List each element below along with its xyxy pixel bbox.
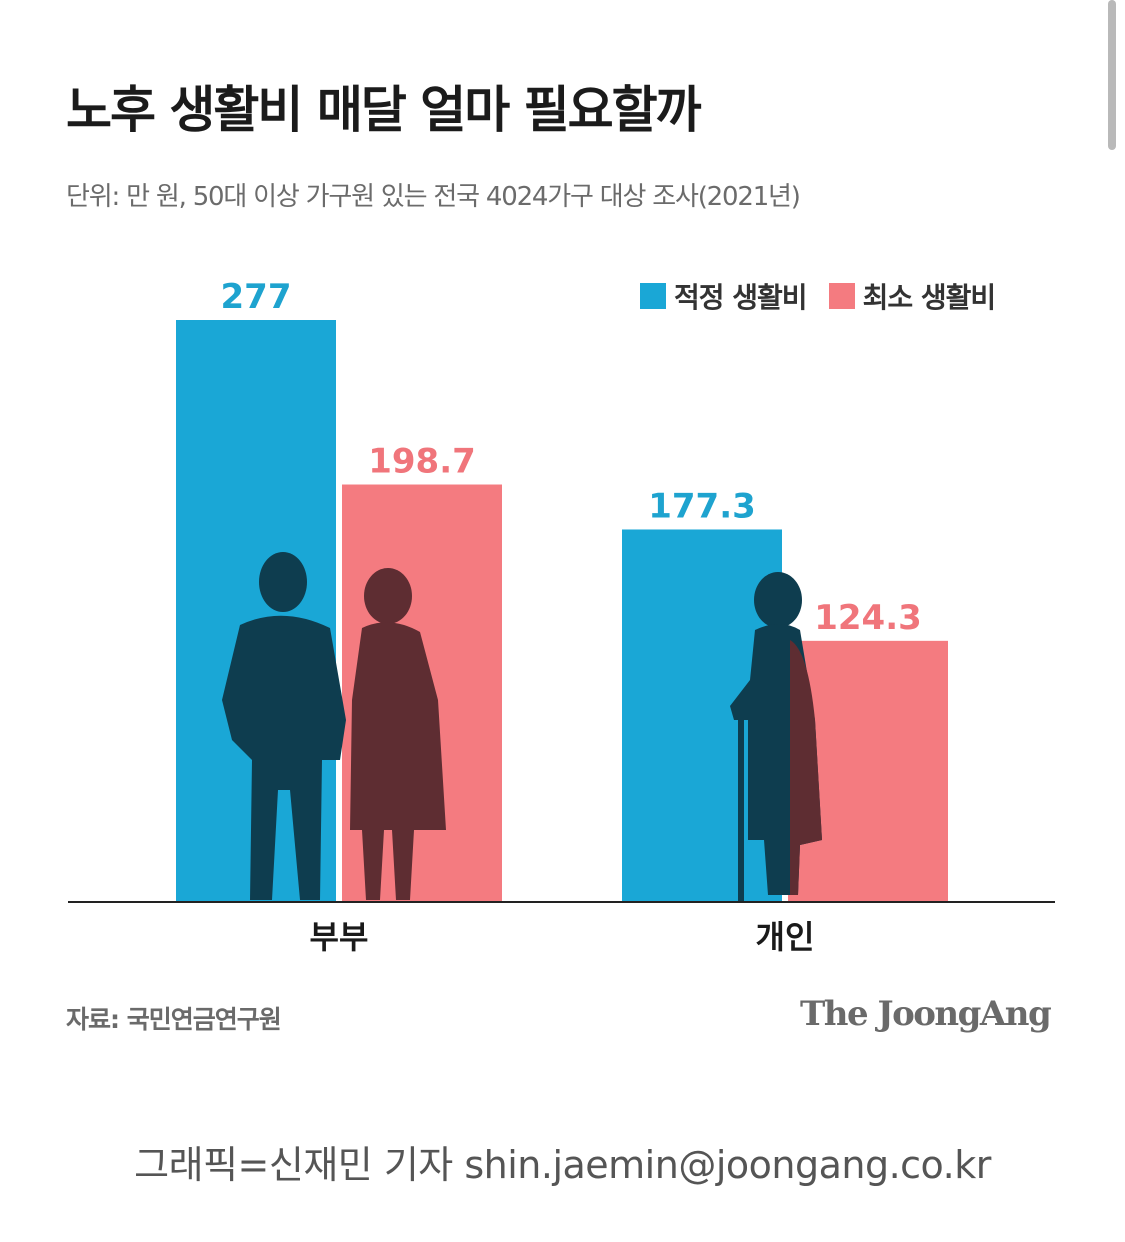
graphic-credit: 그래픽=신재민 기자 shin.jaemin@joongang.co.kr [134,1143,991,1187]
scrollbar[interactable] [1108,0,1116,150]
brand-logo-text: The JoongAng [800,994,1052,1034]
legend-label-series-2: 최소 생활비 [862,281,997,314]
chart-title: 노후 생활비 매달 얼마 필요할까 [66,81,702,139]
category-label-2: 개인 [756,918,815,956]
legend: 적정 생활비 최소 생활비 [640,276,997,316]
elderly-person-with-cane-silhouette-icon [730,572,822,901]
value-label-2-1: 198.7 [368,442,476,482]
value-label-1-1: 277 [221,277,292,317]
elderly-man-silhouette-icon [222,552,346,900]
bar-chart: 277 177.3 198.7 124.3 부부 개인 [68,277,1055,956]
source-note: 자료: 국민연금연구원 [66,1005,282,1034]
legend-label-series-1: 적정 생활비 [674,281,808,314]
legend-swatch-series-1 [640,283,666,309]
legend-item-series-2: 최소 생활비 [828,276,997,316]
legend-swatch-series-2 [828,283,855,309]
chart-subtitle: 단위: 만 원, 50대 이상 가구원 있는 전국 4024가구 대상 조사(2… [66,182,801,212]
legend-item-series-1: 적정 생활비 [640,276,808,316]
value-label-1-2: 177.3 [648,486,756,526]
category-label-1: 부부 [310,918,369,956]
value-label-2-2: 124.3 [814,598,922,638]
elderly-woman-silhouette-icon [350,568,446,900]
